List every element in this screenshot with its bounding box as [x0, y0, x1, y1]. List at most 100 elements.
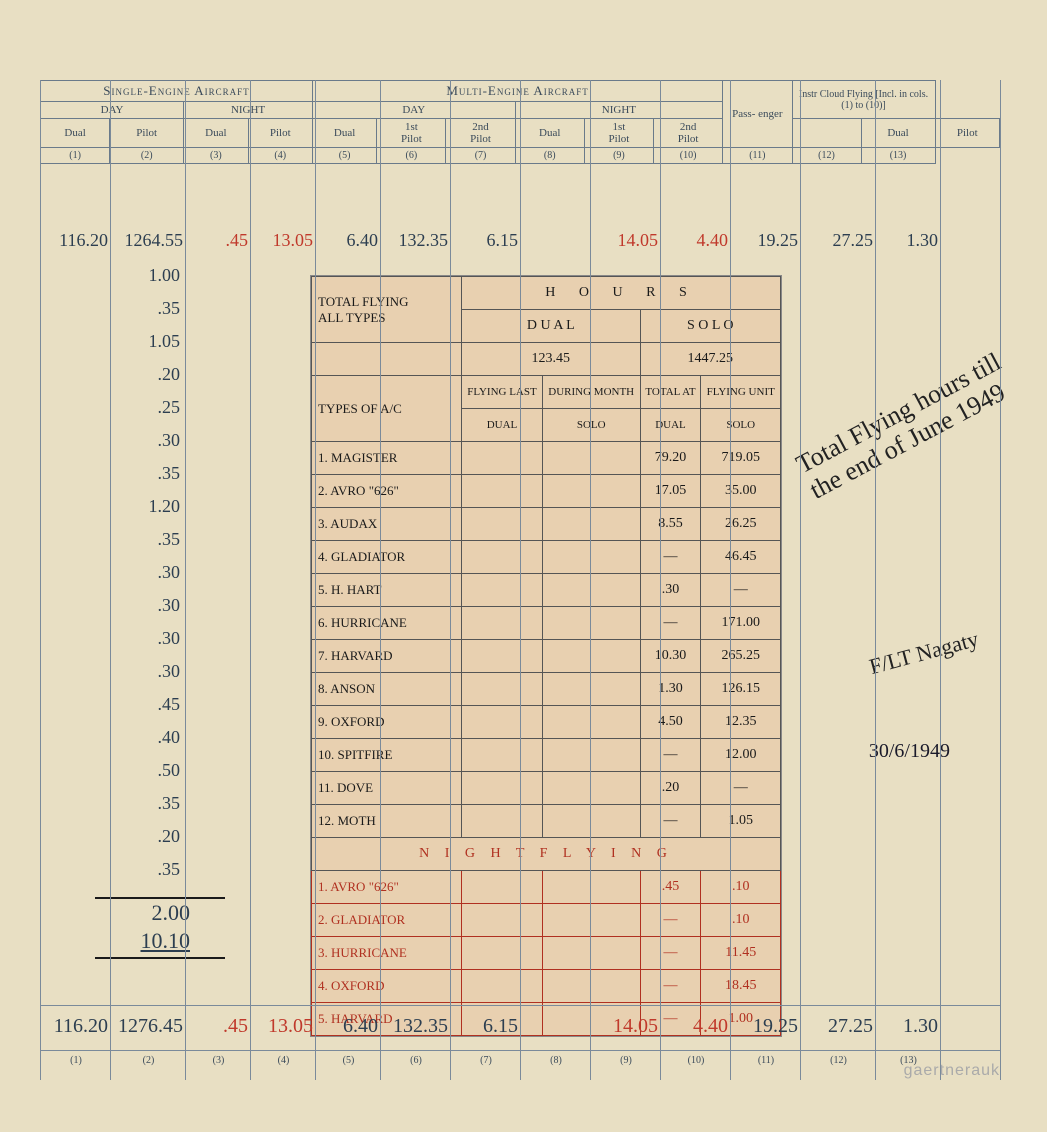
type-row-8: 9. OXFORD4.5012.35 — [312, 706, 781, 739]
type-row-2: 3. AUDAX8.5526.25 — [312, 508, 781, 541]
type-cell-8-1 — [542, 706, 640, 739]
sub-h-0: FLYING LAST — [462, 376, 543, 409]
type-cell-2-1 — [542, 508, 640, 541]
card-total-flying: TOTAL FLYING — [318, 294, 408, 309]
night-cell-3-1 — [542, 970, 640, 1003]
col-header-12: Pilot — [935, 119, 999, 148]
sub2-0: DUAL — [462, 409, 543, 442]
type-row-10: 11. DOVE.20— — [312, 772, 781, 805]
type-cell-5-3: 171.00 — [701, 607, 781, 640]
col-num-10: (11) — [723, 148, 792, 164]
type-name-1: 2. AVRO "626" — [312, 475, 462, 508]
type-cell-3-0 — [462, 541, 543, 574]
bottom-total-8: 14.05 — [594, 1015, 658, 1038]
type-cell-2-0 — [462, 508, 543, 541]
night-cell-0-1 — [542, 871, 640, 904]
bottom-num-0: (1) — [44, 1055, 108, 1066]
type-cell-1-2: 17.05 — [640, 475, 701, 508]
type-cell-11-1 — [542, 805, 640, 838]
bottom-total-1: 1276.45 — [114, 1015, 183, 1038]
type-row-1: 2. AVRO "626"17.0535.00 — [312, 475, 781, 508]
type-cell-5-2: — — [640, 607, 701, 640]
type-cell-2-3: 26.25 — [701, 508, 781, 541]
type-cell-9-0 — [462, 739, 543, 772]
watermark: gaertnerauk — [904, 1062, 1000, 1080]
type-cell-8-0 — [462, 706, 543, 739]
bottom-num-3: (4) — [254, 1055, 313, 1066]
night-row-2: 3. HURRICANE—11.45 — [312, 937, 781, 970]
card-all-types: ALL TYPES — [318, 310, 386, 325]
col2-entry-16: .35 — [120, 793, 180, 814]
night-name-1: 2. GLADIATOR — [312, 904, 462, 937]
type-cell-9-2: — — [640, 739, 701, 772]
type-cell-9-1 — [542, 739, 640, 772]
type-cell-5-1 — [542, 607, 640, 640]
bottom-num-8: (9) — [594, 1055, 658, 1066]
card-solo-label: S O L O — [640, 310, 780, 343]
sub-h-2: TOTAL AT — [640, 376, 701, 409]
col2-entry-8: .35 — [120, 529, 180, 550]
type-cell-10-1 — [542, 772, 640, 805]
night-cell-2-1 — [542, 937, 640, 970]
type-row-4: 5. H. HART.30— — [312, 574, 781, 607]
col-header-8: 1st Pilot — [584, 119, 653, 148]
type-cell-4-3: — — [701, 574, 781, 607]
top-total-1: 1264.55 — [116, 230, 183, 251]
multi-night: NIGHT — [515, 102, 723, 119]
night-row-0: 1. AVRO "626".45.10 — [312, 871, 781, 904]
night-row-3: 4. OXFORD—18.45 — [312, 970, 781, 1003]
card-dual-label: D U A L — [462, 310, 640, 343]
bottom-total-5: 132.35 — [384, 1015, 448, 1038]
type-cell-1-1 — [542, 475, 640, 508]
col2-entry-11: .30 — [120, 628, 180, 649]
type-cell-3-3: 46.45 — [701, 541, 781, 574]
top-total-4: 6.40 — [321, 230, 378, 251]
top-total-8: 14.05 — [596, 230, 658, 251]
col2-entry-3: .20 — [120, 364, 180, 385]
type-cell-0-3: 719.05 — [701, 442, 781, 475]
type-name-11: 12. MOTH — [312, 805, 462, 838]
margin-note: Total Flying hours till the end of June … — [792, 332, 1047, 505]
type-cell-0-0 — [462, 442, 543, 475]
type-name-3: 4. GLADIATOR — [312, 541, 462, 574]
night-cell-3-3: 18.45 — [701, 970, 781, 1003]
bottom-total-0: 116.20 — [44, 1015, 108, 1038]
col-num-11: (12) — [792, 148, 861, 164]
bottom-total-4: 6.40 — [319, 1015, 378, 1038]
bottom-num-10: (11) — [734, 1055, 798, 1066]
col-num-6: (7) — [446, 148, 515, 164]
night-cell-1-0 — [462, 904, 543, 937]
col-header-4: Dual — [312, 119, 376, 148]
type-cell-3-2: — — [640, 541, 701, 574]
col-num-0: (1) — [41, 148, 110, 164]
sub2-3: SOLO — [701, 409, 781, 442]
col2-entry-4: .25 — [120, 397, 180, 418]
col2-entry-9: .30 — [120, 562, 180, 583]
night-cell-2-2: — — [640, 937, 701, 970]
type-row-3: 4. GLADIATOR —46.45 — [312, 541, 781, 574]
card-types-label: TYPES OF A/C — [312, 376, 462, 442]
type-name-4: 5. H. HART — [312, 574, 462, 607]
col-header-6: 2nd Pilot — [446, 119, 515, 148]
section-multi: Multi-Engine Aircraft — [312, 81, 722, 102]
type-cell-5-0 — [462, 607, 543, 640]
type-name-6: 7. HARVARD — [312, 640, 462, 673]
type-row-9: 10. SPITFIRE—12.00 — [312, 739, 781, 772]
type-cell-2-2: 8.55 — [640, 508, 701, 541]
type-row-7: 8. ANSON1.30126.15 — [312, 673, 781, 706]
card-dual-val: 123.45 — [462, 343, 640, 376]
night-cell-0-2: .45 — [640, 871, 701, 904]
summary-box — [95, 897, 225, 959]
col2-entry-1: .35 — [120, 298, 180, 319]
type-cell-11-0 — [462, 805, 543, 838]
sub-h-3: FLYING UNIT — [701, 376, 781, 409]
type-cell-6-3: 265.25 — [701, 640, 781, 673]
type-cell-11-3: 1.05 — [701, 805, 781, 838]
col-num-8: (9) — [584, 148, 653, 164]
col-header-3: Pilot — [248, 119, 312, 148]
col-header-0: Dual — [41, 119, 110, 148]
col2-entry-13: .45 — [120, 694, 180, 715]
top-total-0: 116.20 — [46, 230, 108, 251]
night-cell-2-0 — [462, 937, 543, 970]
night-cell-1-3: .10 — [701, 904, 781, 937]
